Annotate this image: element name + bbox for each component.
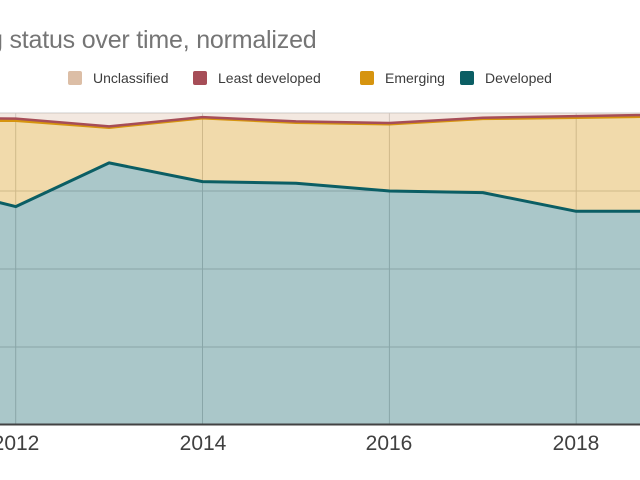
- x-tick-2014: 2014: [179, 432, 227, 455]
- legend-item-least-developed: Least developed: [193, 70, 321, 86]
- legend-swatch-emerging: [360, 71, 374, 85]
- legend-item-emerging: Emerging: [360, 70, 445, 86]
- legend-label: Emerging: [385, 70, 445, 86]
- legend-label: Developed: [485, 70, 552, 86]
- legend-item-unclassified: Unclassified: [68, 70, 168, 86]
- x-tick-2018: 2018: [552, 432, 600, 455]
- x-tick-2012: 2012: [0, 432, 40, 455]
- x-axis: 2012 2014 2016 2018: [0, 433, 640, 457]
- legend-swatch-developed: [460, 71, 474, 85]
- legend-label: Unclassified: [93, 70, 169, 86]
- legend-label: Least developed: [218, 70, 321, 86]
- legend-swatch-unclassified: [68, 71, 82, 85]
- chart-title: g status over time, normalized: [0, 26, 317, 54]
- x-tick-2016: 2016: [365, 432, 413, 455]
- legend-item-developed: Developed: [460, 70, 552, 86]
- legend: Unclassified Least developed Emerging De…: [0, 70, 640, 86]
- legend-swatch-least-developed: [193, 71, 207, 85]
